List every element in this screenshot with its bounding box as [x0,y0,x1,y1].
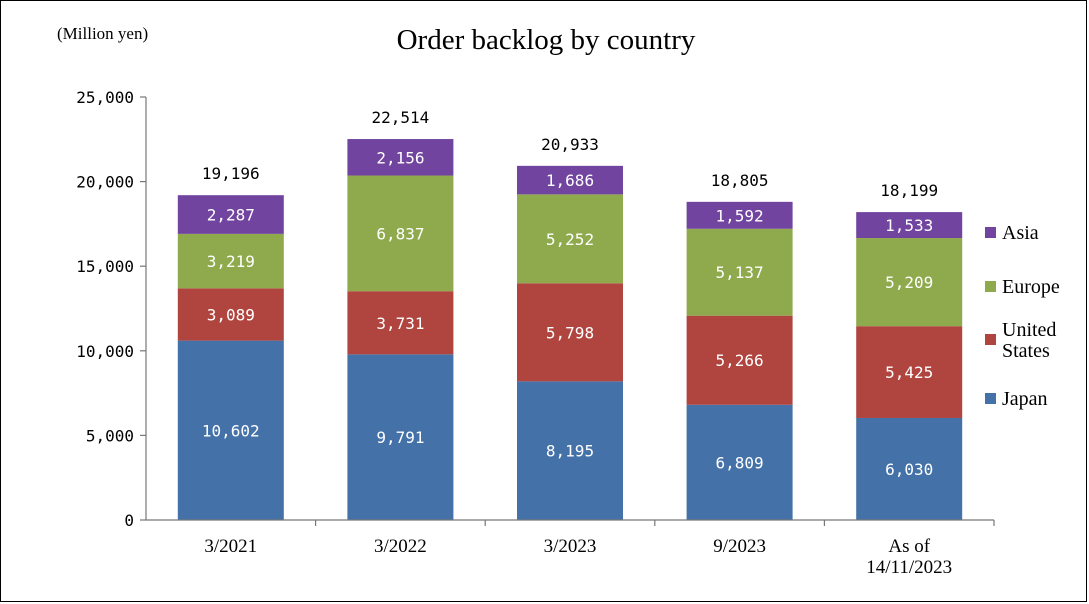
legend-swatch [985,281,996,292]
bar-segment [177,195,284,234]
bar-segment [686,228,793,316]
bar-total-label: 18,199 [880,181,938,200]
bar-segment-label: 5,252 [546,230,594,249]
legend-swatch [985,334,996,345]
bar-segment-label: 1,686 [546,171,594,190]
bar-segment [517,194,623,284]
legend-label: Europe [1002,276,1060,298]
legend-label: States [1002,340,1050,362]
bar-segment [177,340,284,520]
y-tick-label: 5,000 [86,426,134,445]
bar-segment-label: 10,602 [202,421,260,440]
x-category-label: 3/2022 [374,536,427,557]
bar-segment [686,315,793,405]
chart-title: Order backlog by country [397,24,696,56]
bar-segment [856,326,963,418]
bar-segment [686,404,793,520]
bar-segment-label: 1,533 [885,216,933,235]
bar-segment [856,238,963,327]
y-tick-label: 20,000 [76,173,134,192]
bar-segment-label: 8,195 [546,442,594,461]
bar-segment [177,288,284,341]
bars-group: 10,602 3,089 3,219 2,287 19,196 9,791 3,731 6,8… [177,108,963,520]
bar-segment [347,354,454,520]
bar-segment-label: 5,798 [546,323,594,342]
bar-total-label: 18,805 [711,171,769,190]
bar-segment-label: 3,219 [207,252,255,271]
y-tick-label: 10,000 [76,342,134,361]
bar-segment [856,417,963,520]
unit-label: (Million yen) [57,24,148,43]
bar-total-label: 22,514 [372,108,430,127]
bar-total-label: 20,933 [541,135,599,154]
bar-segment-label: 6,809 [716,453,764,472]
bar-segment [347,175,454,292]
bar-segment [517,283,623,382]
bar-segment-label: 5,209 [885,273,933,292]
legend-swatch [985,227,996,238]
bar-segment-label: 6,837 [376,224,424,243]
bar-segment [347,139,454,176]
x-category-label: 3/2021 [204,536,257,557]
y-axis: 0 5,000 10,000 15,000 20,000 25,000 [76,88,147,530]
bar-segment-label: 5,425 [885,363,933,382]
x-category-label: 9/2023 [713,536,766,557]
bar-segment [686,201,793,229]
y-tick-label: 15,000 [76,257,134,276]
y-tick-label: 0 [124,511,134,530]
bar-segment-label: 5,266 [716,351,764,370]
legend-label: Japan [1002,388,1048,410]
bar-segment [517,381,623,520]
x-category-label: 3/2023 [544,536,597,557]
bar-segment [856,212,963,239]
bar-segment [177,233,284,289]
bar-segment-label: 5,137 [716,263,764,282]
legend-label: United [1002,319,1056,341]
bar-segment [517,165,623,195]
bar-segment-label: 3,089 [207,305,255,324]
x-category-label: As of [888,536,930,557]
legend-swatch [985,393,996,404]
x-category-label: 14/11/2023 [866,557,952,578]
bar-segment-label: 1,592 [716,206,764,225]
bar-segment-label: 9,791 [376,428,424,447]
bar-segment [347,291,454,355]
bar-segment-label: 3,731 [376,314,424,333]
bar-segment-label: 6,030 [885,460,933,479]
bar-segment-label: 2,287 [207,206,255,225]
y-tick-label: 25,000 [76,88,134,107]
bar-total-label: 19,196 [202,164,260,183]
bar-segment-label: 2,156 [376,148,424,167]
legend-label: Asia [1002,222,1039,244]
